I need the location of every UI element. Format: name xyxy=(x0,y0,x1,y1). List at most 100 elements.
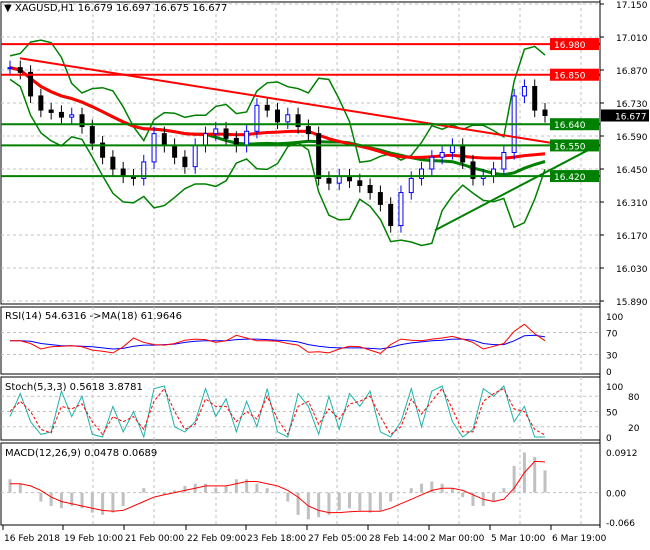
candle-body xyxy=(295,114,301,128)
candle-body xyxy=(398,192,404,227)
price-tick-label: 16.030 xyxy=(616,265,648,275)
candle-body xyxy=(182,156,188,168)
candle-body xyxy=(388,203,394,227)
time-tick-label: 16 Feb 2018 xyxy=(4,534,60,544)
level-price-tag xyxy=(550,139,599,152)
indicator-tick-label: 0 xyxy=(606,434,612,444)
time-tick-label: 6 Mar 19:00 xyxy=(552,534,607,544)
bollinger-upper xyxy=(9,39,546,164)
level-price-label: 16.550 xyxy=(554,142,586,152)
candle-body xyxy=(532,86,538,111)
candle-body xyxy=(48,109,54,113)
candle-body xyxy=(460,144,466,163)
open-value: 16.679 xyxy=(77,3,113,14)
candle-body xyxy=(285,114,291,123)
indicator-line-signal xyxy=(9,387,546,436)
candle-body xyxy=(439,152,445,158)
time-tick-label: 28 Feb 14:00 xyxy=(369,534,428,544)
close-value: 16.677 xyxy=(192,3,228,14)
candle-body xyxy=(223,128,229,139)
indicator-tick-label: 50 xyxy=(606,409,618,419)
candle-body xyxy=(38,95,44,111)
candle-body xyxy=(377,192,383,205)
candle-body xyxy=(7,67,13,70)
level-price-label: 16.420 xyxy=(554,173,586,183)
indicator-tick-label: -0.066 xyxy=(606,519,635,529)
indicator-line-main xyxy=(9,385,545,439)
price-tick-label: 15.890 xyxy=(616,298,648,308)
candle-body xyxy=(501,152,507,170)
candle-body xyxy=(202,133,208,146)
candle-body xyxy=(429,156,435,170)
price-tick-label: 17.010 xyxy=(616,34,648,44)
symbol-header: ▼ XAGUSD,H1 16.679 16.697 16.675 16.677 xyxy=(4,3,227,14)
current-price-tag xyxy=(601,109,649,122)
price-tick-label: 16.310 xyxy=(616,199,648,209)
candle-body xyxy=(542,109,548,116)
level-price-tag xyxy=(550,118,599,131)
candle-body xyxy=(79,114,85,128)
indicator-tick-label: 20 xyxy=(628,424,640,434)
candle-body xyxy=(367,185,373,194)
candle-body xyxy=(521,86,527,97)
time-tick-label: 22 Feb 09:00 xyxy=(187,534,246,544)
price-tick-label: 17.150 xyxy=(616,1,648,11)
time-tick-label: 5 Mar 10:00 xyxy=(491,534,546,544)
indicator-tick-label: 70 xyxy=(606,330,618,340)
candle-body xyxy=(233,137,239,146)
candle-body xyxy=(419,168,425,179)
candle-body xyxy=(192,144,198,168)
resistance-trendline xyxy=(19,57,598,152)
support-trendline xyxy=(434,144,598,232)
price-tick-label: 16.170 xyxy=(616,232,648,242)
price-tick-label: 16.590 xyxy=(616,133,648,143)
time-tick-label: 19 Feb 10:00 xyxy=(64,534,123,544)
macd-signal-line xyxy=(10,460,546,514)
high-value: 16.697 xyxy=(115,3,151,14)
indicator-tick-label: 0.00 xyxy=(606,490,626,500)
candle-body xyxy=(89,126,95,144)
macd-title: MACD(12,26,9) 0.0478 0.0689 xyxy=(5,448,158,459)
level-price-tag xyxy=(550,38,599,51)
candle-body xyxy=(100,142,106,158)
candle-body xyxy=(491,168,497,177)
indicator-tick-label: 100 xyxy=(606,383,623,393)
candle-body xyxy=(120,168,126,177)
level-price-tag xyxy=(550,68,599,81)
time-tick-label: 21 Feb 00:00 xyxy=(125,534,184,544)
indicator-tick-label: 0 xyxy=(606,368,612,378)
moving-average-fast xyxy=(9,66,546,160)
level-price-label: 16.850 xyxy=(554,72,586,82)
candle-body xyxy=(172,144,178,158)
indicator-tick-label: 80 xyxy=(628,393,640,403)
candle-body xyxy=(161,133,167,146)
candle-body xyxy=(58,111,64,118)
dropdown-arrow-icon[interactable]: ▼ xyxy=(4,3,12,14)
time-tick-label: 23 Feb 18:00 xyxy=(247,534,306,544)
indicator-tick-label: 30 xyxy=(606,352,618,362)
candle-body xyxy=(141,161,147,179)
low-value: 16.675 xyxy=(154,3,190,14)
time-tick-label: 2 Mar 00:00 xyxy=(430,534,485,544)
indicator-line-rsi xyxy=(10,323,546,354)
candle-body xyxy=(244,130,250,146)
candle-body xyxy=(357,180,363,187)
candle-body xyxy=(254,104,260,132)
rsi-title: RSI(14) 54.6316 ->MA(18) 61.9646 xyxy=(5,311,182,322)
pane-frame xyxy=(0,1,601,305)
indicator-tick-label: 0.0912 xyxy=(606,449,638,459)
price-tick-label: 16.870 xyxy=(616,67,648,77)
candle-body xyxy=(316,133,322,179)
time-tick-label: 27 Feb 05:00 xyxy=(308,534,367,544)
indicator-tick-label: 100 xyxy=(606,313,623,323)
level-price-tag xyxy=(550,170,599,183)
candle-body xyxy=(28,71,34,97)
candle-body xyxy=(305,126,311,135)
candle-body xyxy=(69,114,75,118)
candle-body xyxy=(326,177,332,184)
candle-body xyxy=(151,133,157,163)
price-tick-label: 16.730 xyxy=(616,100,648,110)
candle-body xyxy=(17,67,23,73)
